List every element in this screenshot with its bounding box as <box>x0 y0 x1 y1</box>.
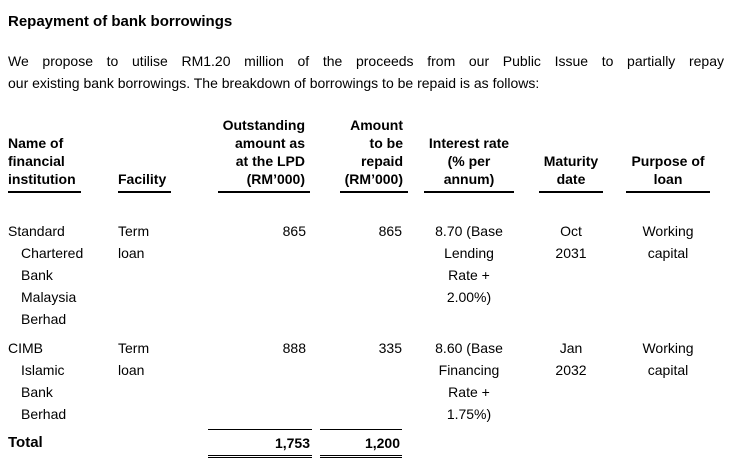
repaid-cell: 865 <box>378 223 402 239</box>
intro-paragraph-line-2: our existing bank borrowings. The breakd… <box>8 75 540 91</box>
header-amount-repaid: Amount to be repaid (RM’000) <box>310 116 408 193</box>
header-purpose: Purpose of loan <box>612 116 724 193</box>
header-outstanding: Outstanding amount as at the LPD (RM’000… <box>208 116 310 193</box>
empty-cell <box>530 425 612 458</box>
table-row: CIMB Islamic Bank Berhad Term loan 888 3… <box>8 330 724 425</box>
total-repaid-value: 1,200 <box>320 429 402 458</box>
maturity-date-cell: Jan 2032 <box>555 340 587 378</box>
header-maturity-date: Maturity date <box>530 116 612 193</box>
table-row: Standard Chartered Bank Malaysia Berhad … <box>8 193 724 330</box>
empty-cell <box>408 425 530 458</box>
outstanding-cell: 865 <box>282 223 306 239</box>
institution-cell: CIMB Islamic Bank Berhad <box>8 340 67 422</box>
empty-cell <box>612 425 724 458</box>
facility-cell: Term loan <box>118 340 150 378</box>
section-heading: Repayment of bank borrowings <box>8 13 233 30</box>
header-institution: Name of financial institution <box>8 116 118 193</box>
outstanding-cell: 888 <box>282 340 306 356</box>
borrowings-table: Name of financial institution Facility O… <box>8 116 724 458</box>
empty-cell <box>118 425 208 458</box>
purpose-cell: Working capital <box>642 340 694 378</box>
total-label: Total <box>8 434 43 451</box>
total-outstanding-cell: 1,753 <box>208 425 312 458</box>
repaid-cell: 335 <box>378 340 402 356</box>
table-header-row: Name of financial institution Facility O… <box>8 116 724 193</box>
maturity-date-cell: Oct 2031 <box>555 223 587 261</box>
total-outstanding-value: 1,753 <box>208 429 312 458</box>
institution-cell: Standard Chartered Bank Malaysia Berhad <box>8 223 84 327</box>
intro-paragraph-line-1: We propose to utilise RM1.20 million of … <box>8 53 724 69</box>
total-repaid-cell: 1,200 <box>310 425 408 458</box>
interest-rate-cell: 8.60 (Base Financing Rate + 1.75%) <box>435 340 503 422</box>
header-interest-rate: Interest rate (% per annum) <box>408 116 530 193</box>
purpose-cell: Working capital <box>642 223 694 261</box>
interest-rate-cell: 8.70 (Base Lending Rate + 2.00%) <box>435 223 503 305</box>
facility-cell: Term loan <box>118 223 150 261</box>
header-facility: Facility <box>118 116 208 193</box>
total-row: Total 1,753 1,200 <box>8 425 724 458</box>
